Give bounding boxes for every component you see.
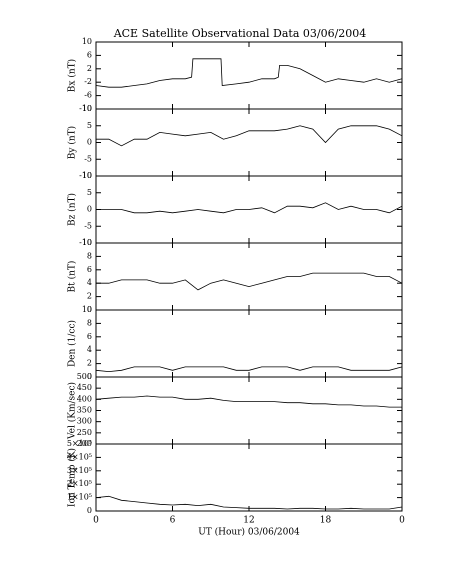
y-tick-label: 3×10⁵	[67, 466, 92, 475]
y-tick-label: 10	[82, 104, 92, 113]
y-tick-label: 4×10⁵	[67, 452, 92, 461]
y-tick-label: -10	[79, 171, 92, 180]
y-tick-label: 10	[82, 171, 92, 180]
y-tick-label: 8	[87, 318, 92, 327]
panel-frame	[95, 41, 403, 110]
y-tick-label: 0	[87, 138, 92, 147]
y-axis-label: Bx (nT)	[67, 59, 78, 92]
panel-frame	[95, 443, 403, 512]
y-tick-label: 0	[87, 205, 92, 214]
chart-title: ACE Satellite Observational Data 03/06/2…	[113, 27, 367, 40]
y-tick-label: 400	[77, 394, 92, 403]
y-axis-label: Ion Temp (K)	[67, 448, 78, 507]
y-tick-label: 10	[82, 37, 92, 46]
y-tick-label: 300	[77, 417, 92, 426]
data-line	[95, 366, 403, 373]
y-tick-label: -2	[84, 77, 92, 86]
y-tick-label: 6	[87, 50, 92, 59]
data-line	[96, 272, 403, 291]
y-tick-label: 10	[82, 305, 92, 314]
y-tick-label: 5×10⁵	[67, 439, 92, 448]
y-tick-label: 6	[87, 332, 92, 341]
x-tick-label: 18	[320, 516, 332, 526]
y-tick-label: 5	[87, 121, 92, 130]
data-line	[95, 495, 403, 510]
y-tick-label: 8	[87, 251, 92, 260]
y-tick-label: 4	[87, 278, 92, 287]
y-tick-label: -10	[79, 104, 92, 113]
data-line	[96, 202, 403, 214]
y-tick-label: 200	[77, 439, 92, 448]
data-line	[96, 125, 403, 147]
x-tick-label: 12	[243, 516, 254, 526]
x-tick-label: 0	[93, 516, 99, 526]
y-axis-label: Bz (nT)	[67, 193, 78, 226]
y-tick-label: 450	[77, 383, 92, 392]
y-tick-label: 0	[87, 372, 92, 381]
panel-frame	[95, 108, 403, 177]
y-tick-label: 250	[77, 428, 92, 437]
y-tick-label: 5	[87, 188, 92, 197]
panel-frame	[95, 242, 403, 311]
data-line	[95, 395, 402, 408]
y-tick-label: 10	[82, 238, 92, 247]
x-tick-label: 6	[170, 516, 176, 526]
data-line	[95, 58, 403, 88]
y-tick-label: -5	[84, 154, 92, 163]
y-tick-label: 6	[87, 265, 92, 274]
y-tick-label: 2×10⁵	[67, 479, 92, 488]
y-tick-label: 2	[87, 359, 92, 368]
x-axis-label: UT (Hour) 03/06/2004	[198, 527, 300, 538]
y-tick-label: 500	[77, 372, 92, 381]
y-tick-label: -10	[79, 238, 92, 247]
y-tick-label: 0	[87, 506, 92, 515]
y-axis-label: Vel (Km/sec)	[67, 382, 78, 440]
y-axis-label: Bt (nT)	[67, 261, 78, 293]
y-tick-label: 4	[87, 345, 92, 354]
panel-frame	[95, 376, 403, 445]
y-tick-label: 350	[77, 406, 92, 415]
y-tick-label: 0	[87, 305, 92, 314]
x-tick-label: 0	[399, 516, 405, 526]
y-tick-label: 1×10⁵	[67, 493, 92, 502]
y-axis-label: Den (1/cc)	[67, 320, 78, 367]
y-tick-label: -6	[84, 91, 92, 100]
y-tick-label: 2	[87, 64, 92, 73]
y-tick-label: -5	[84, 221, 92, 230]
y-axis-label: By (nT)	[67, 126, 78, 159]
y-tick-label: 2	[87, 292, 92, 301]
